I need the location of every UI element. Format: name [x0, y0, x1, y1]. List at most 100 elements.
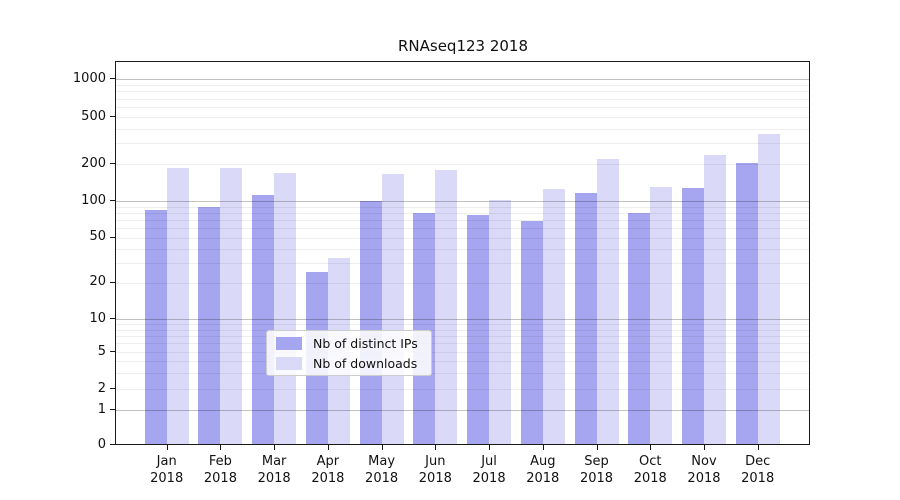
bar-downloads-aug	[542, 188, 565, 444]
y-tick-label-1: 1	[97, 401, 106, 417]
y-tick-500	[110, 116, 115, 117]
legend: Nb of distinct IPs Nb of downloads	[266, 330, 432, 376]
x-tick-label-dec: Dec 2018	[728, 453, 788, 487]
legend-entry-downloads: Nb of downloads	[276, 356, 422, 371]
legend-label-distinct-ips: Nb of distinct IPs	[313, 335, 418, 351]
bar-downloads-may	[381, 174, 404, 444]
x-tick-label-mar: Mar 2018	[244, 453, 304, 487]
gridline-minor-9	[116, 324, 809, 326]
y-tick-5	[110, 351, 115, 352]
bar-distinct-ips-feb	[198, 206, 221, 444]
x-tick-label-year: 2018	[579, 471, 614, 486]
bar-distinct-ips-nov	[681, 187, 704, 444]
gridline-minor-30	[116, 262, 809, 264]
x-tick-jul	[489, 445, 491, 450]
bar-downloads-dec	[757, 133, 780, 444]
bar-distinct-ips-mar	[252, 194, 275, 444]
legend-swatch-downloads	[276, 356, 302, 370]
bar-distinct-ips-oct	[628, 212, 651, 444]
y-tick-label-1000: 1000	[72, 70, 106, 86]
bar-distinct-ips-may	[359, 201, 382, 444]
bar-distinct-ips-sep	[574, 192, 597, 444]
y-tick-20	[110, 281, 115, 283]
x-tick-label-jun: Jun 2018	[405, 453, 465, 487]
gridline-minor-80	[116, 212, 809, 214]
x-tick-nov	[703, 445, 705, 450]
gridline-major-1000	[116, 79, 809, 81]
x-tick-label-year: 2018	[150, 471, 184, 486]
x-tick-label-year: 2018	[257, 471, 291, 486]
x-tick-mar	[274, 445, 276, 450]
bar-distinct-ips-jul	[467, 214, 490, 444]
x-tick-label-aug: Aug 2018	[513, 453, 573, 487]
x-tick-label-year: 2018	[203, 471, 237, 486]
gridline-minor-600	[116, 107, 809, 109]
y-tick-label-500: 500	[81, 108, 106, 124]
chart-title: RNAseq123 2018	[397, 37, 529, 55]
gridline-minor-2	[116, 389, 809, 390]
gridline-minor-300	[116, 143, 809, 145]
x-tick-aug	[542, 445, 544, 450]
x-tick-label-jan: Jan 2018	[137, 453, 197, 487]
bar-downloads-mar	[274, 172, 297, 444]
y-tick-label-200: 200	[81, 155, 106, 171]
gridline-minor-8	[116, 329, 809, 331]
y-tick-label-50: 50	[89, 229, 106, 245]
x-tick-may	[381, 445, 383, 450]
y-tick-label-100: 100	[81, 192, 106, 208]
x-tick-label-year: 2018	[526, 471, 560, 486]
x-tick-label-year: 2018	[633, 471, 667, 486]
y-tick-1000	[110, 78, 115, 80]
y-tick-0	[110, 444, 115, 445]
bar-distinct-ips-jun	[413, 213, 436, 444]
bar-downloads-jun	[435, 169, 458, 444]
bar-downloads-oct	[650, 187, 673, 444]
gridline-minor-90	[116, 206, 809, 208]
x-tick-label-year: 2018	[687, 471, 721, 486]
gridline-major-100	[116, 201, 809, 202]
y-tick-label-10: 10	[89, 310, 106, 326]
legend-entry-distinct-ips: Nb of distinct IPs	[276, 336, 422, 351]
gridline-minor-800	[116, 91, 809, 93]
bar-downloads-feb	[220, 168, 243, 444]
gridline-minor-50	[116, 237, 809, 239]
gridline-minor-900	[116, 85, 809, 87]
x-tick-oct	[650, 445, 652, 450]
y-tick-2	[110, 388, 115, 389]
x-tick-label-year: 2018	[365, 471, 399, 486]
gridline-minor-70	[116, 219, 809, 221]
gridline-minor-4	[116, 361, 809, 362]
y-tick-label-5: 5	[97, 343, 106, 359]
gridline-minor-500	[116, 117, 809, 118]
x-tick-dec	[757, 445, 759, 450]
y-tick-10	[110, 318, 115, 319]
gridline-minor-400	[116, 128, 809, 130]
bar-distinct-ips-aug	[520, 221, 543, 444]
x-tick-label-year: 2018	[418, 471, 452, 486]
x-tick-jan	[166, 445, 168, 450]
x-tick-apr	[327, 445, 329, 450]
y-tick-100	[110, 200, 115, 201]
x-tick-label-year: 2018	[311, 471, 345, 486]
gridline-minor-200	[116, 164, 809, 166]
bar-downloads-nov	[703, 155, 726, 444]
gridline-minor-3	[116, 372, 809, 374]
y-tick-200	[110, 163, 115, 165]
bar-downloads-jul	[489, 200, 512, 444]
x-tick-label-jul: Jul 2018	[459, 453, 519, 487]
x-tick-label-nov: Nov 2018	[674, 453, 734, 487]
bar-downloads-sep	[596, 159, 619, 444]
bar-downloads-jan	[166, 168, 189, 444]
legend-swatch-distinct-ips	[276, 336, 302, 350]
gridline-minor-700	[116, 98, 809, 100]
x-tick-label-oct: Oct 2018	[620, 453, 680, 487]
plot-area	[115, 61, 810, 445]
x-tick-label-year: 2018	[741, 471, 775, 486]
x-tick-sep	[596, 445, 598, 450]
y-tick-50	[110, 236, 115, 238]
gridline-minor-5	[116, 352, 809, 353]
x-tick-label-apr: Apr 2018	[298, 453, 358, 487]
gridline-major-10	[116, 319, 809, 320]
gridline-minor-7	[116, 335, 809, 337]
